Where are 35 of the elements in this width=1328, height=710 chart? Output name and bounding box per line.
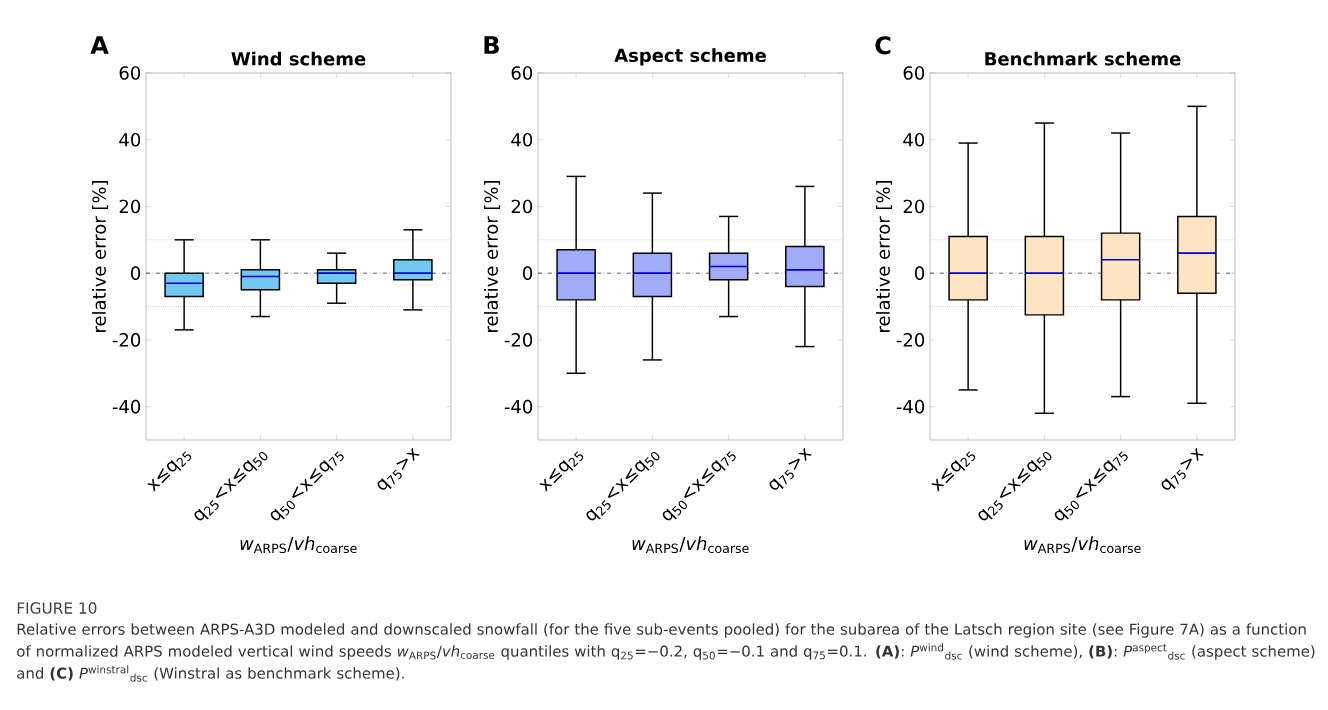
y-tick-label: 20: [903, 199, 925, 214]
y-tick-label: 60: [511, 66, 533, 80]
x-axis-title: w$_{ARPS}$/vh$_{coarse}$: [1024, 536, 1141, 554]
y-tick-label: -40: [504, 399, 533, 414]
chart-title: Aspect scheme: [614, 48, 766, 66]
y-tick-label: 0: [915, 266, 925, 280]
text: B: [484, 36, 499, 54]
y-axis-title: relative error [%]: [484, 181, 501, 332]
y-tick-label: -20: [504, 333, 533, 347]
y-tick-label: 0: [131, 266, 141, 280]
y-tick-label: -20: [896, 333, 925, 347]
y-axis-title: relative error [%]: [876, 181, 893, 332]
chart-title: Benchmark scheme: [985, 51, 1181, 66]
chart-title: Wind scheme: [231, 51, 366, 66]
x-axis-title: w$_{ARPS}$/vh$_{coarse}$: [632, 536, 749, 554]
y-tick-label: 20: [119, 199, 141, 214]
y-tick-label: 20: [511, 199, 533, 214]
text: C: [875, 36, 891, 55]
x-tick-label: q$_{75}$>x: [769, 447, 812, 490]
y-tick-label: -20: [112, 333, 141, 347]
y-tick-label: -40: [896, 399, 925, 414]
y-tick-label: 40: [119, 132, 141, 147]
y-tick-label: 60: [119, 66, 141, 80]
y-tick-label: 40: [511, 132, 533, 147]
x-tick-label: q$_{75}$>x: [377, 447, 420, 490]
y-tick-label: -40: [112, 399, 141, 414]
text: Relative errors between ARPS-A3D modeled and downscaled snowfall (for the five sub-events pooled) for the subarea of the Latsch region site (see Figure 7A) as a function of normalized ARPS modeled vertical wind speeds w$_{ARPS}$/vh$_{coarse}$ quantiles with q$_{25}$=−0.2, q$_{50}$=−0.1 and q$_{75}$=0.1. (A): P$^{wind}$$_{dsc}$ (wind scheme), (B): P$^{aspect}$$_{dsc}$ (aspect scheme) and (C) P$^{winstral}$$_{dsc}$ (Winstral as benchmark scheme).: [17, 623, 1315, 682]
y-tick-label: 40: [903, 132, 925, 147]
x-axis-title: w$_{ARPS}$/vh$_{coarse}$: [240, 536, 357, 554]
y-tick-label: 0: [523, 266, 533, 280]
x-tick-label: q$_{75}$>x: [1161, 447, 1204, 490]
y-axis-title: relative error [%]: [92, 181, 109, 332]
caption: FIGURE 10: [17, 602, 97, 614]
y-tick-label: 60: [903, 66, 925, 80]
text: A: [90, 36, 109, 54]
